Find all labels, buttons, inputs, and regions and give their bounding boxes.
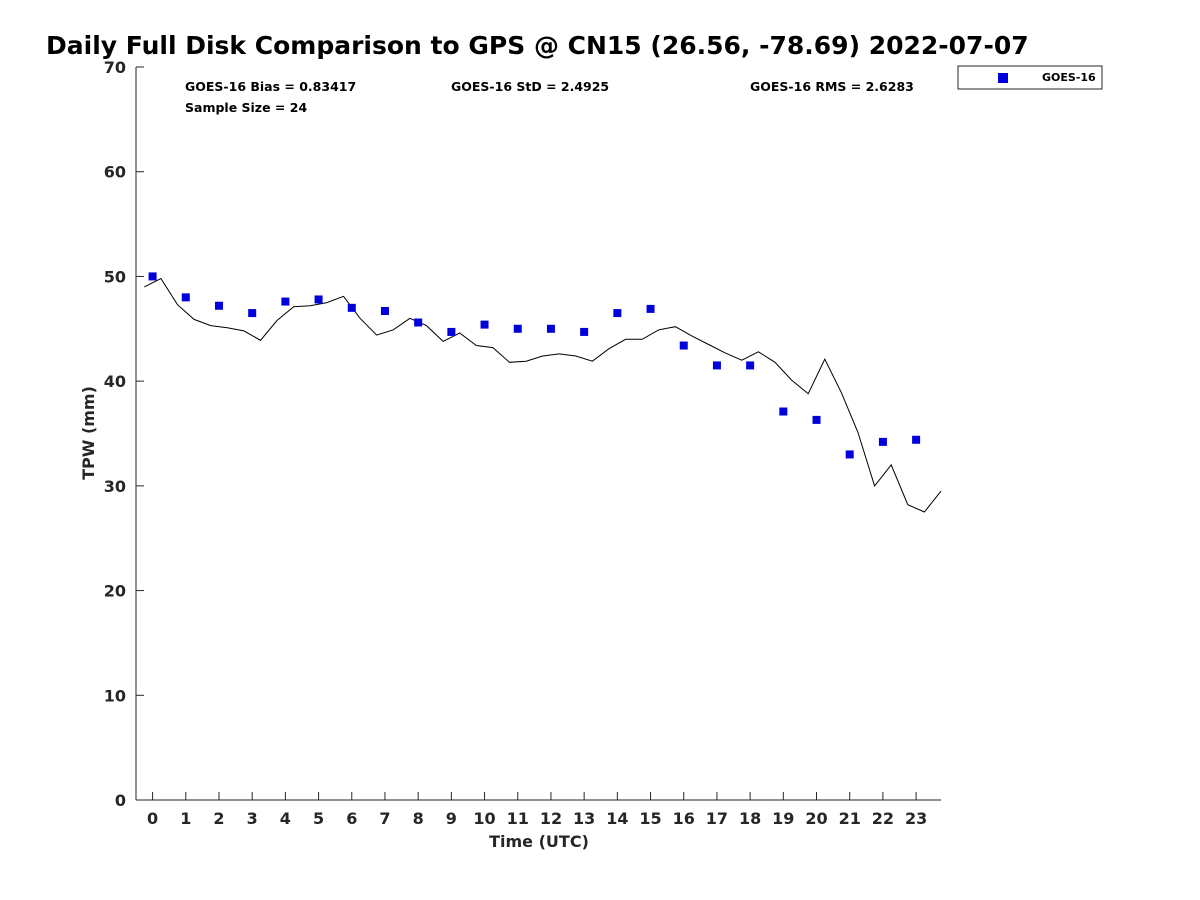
goes16-point [314,295,323,304]
goes16-point [546,324,555,333]
goes16-point [712,361,721,370]
std-stat: GOES-16 StD = 2.4925 [451,79,609,94]
y-tick-label: 70 [104,58,126,77]
goes16-point [281,297,290,306]
x-tick-label: 11 [507,809,529,828]
y-tick-label: 50 [104,267,126,286]
plot-area [144,272,942,513]
x-tick-label: 16 [673,809,695,828]
goes16-point [248,309,257,318]
x-tick-label: 2 [213,809,224,828]
chart-title: Daily Full Disk Comparison to GPS @ CN15… [46,31,1029,60]
legend-label-goes16: GOES-16 [1042,71,1096,84]
goes16-point [347,303,356,312]
bias-stat: GOES-16 Bias = 0.83417 [185,79,356,94]
x-tick-label: 5 [313,809,324,828]
goes16-point [447,327,456,336]
y-tick-label: 60 [104,163,126,182]
x-ticks: 0 1 2 3 4 5 6 7 8 9 10 11 12 13 14 15 16 17 18 19 20 21 22 23 [147,792,927,828]
x-tick-label: 12 [540,809,562,828]
goes16-point [513,324,522,333]
y-axis-label: TPW (mm) [79,386,98,480]
gps-tpw-line [144,277,942,513]
goes16-point [878,437,887,446]
goes16-point [148,272,157,281]
x-tick-label: 18 [739,809,761,828]
x-tick-label: 19 [772,809,794,828]
goes16-point [380,306,389,315]
x-tick-label: 4 [280,809,291,828]
x-tick-label: 15 [639,809,661,828]
x-tick-label: 21 [839,809,861,828]
goes16-point [181,293,190,302]
x-tick-label: 13 [573,809,595,828]
x-tick-label: 14 [606,809,628,828]
goes16-point [779,407,788,416]
x-tick-label: 20 [805,809,827,828]
y-tick-label: 30 [104,477,126,496]
goes16-point [845,450,854,459]
x-tick-label: 0 [147,809,158,828]
x-tick-label: 1 [180,809,191,828]
x-tick-label: 17 [706,809,728,828]
axes [135,67,941,801]
x-tick-label: 23 [905,809,927,828]
x-tick-label: 3 [247,809,258,828]
goes16-point [746,361,755,370]
x-tick-label: 8 [413,809,424,828]
legend-box [957,65,1103,90]
goes16-point [580,327,589,336]
legend: GOES-16 [957,65,1103,90]
legend-marker-goes16 [998,73,1008,83]
goes16-point [414,318,423,327]
goes16-point [812,415,821,424]
x-axis-label: Time (UTC) [489,832,589,851]
goes16-point [613,309,622,318]
y-ticks: 0 10 20 30 40 50 60 70 [104,58,144,810]
x-tick-label: 10 [473,809,495,828]
goes16-point [912,435,921,444]
goes16-point [679,341,688,350]
y-tick-label: 20 [104,582,126,601]
x-tick-label: 9 [446,809,457,828]
sample-size-stat: Sample Size = 24 [185,100,307,115]
goes16-point [480,320,489,329]
x-tick-label: 6 [346,809,357,828]
goes16-point [214,301,223,310]
x-tick-label: 7 [379,809,390,828]
rms-stat: GOES-16 RMS = 2.6283 [750,79,914,94]
x-tick-label: 22 [872,809,894,828]
y-tick-label: 40 [104,372,126,391]
y-tick-label: 10 [104,686,126,705]
y-tick-label: 0 [115,791,126,810]
goes16-point [646,304,655,313]
